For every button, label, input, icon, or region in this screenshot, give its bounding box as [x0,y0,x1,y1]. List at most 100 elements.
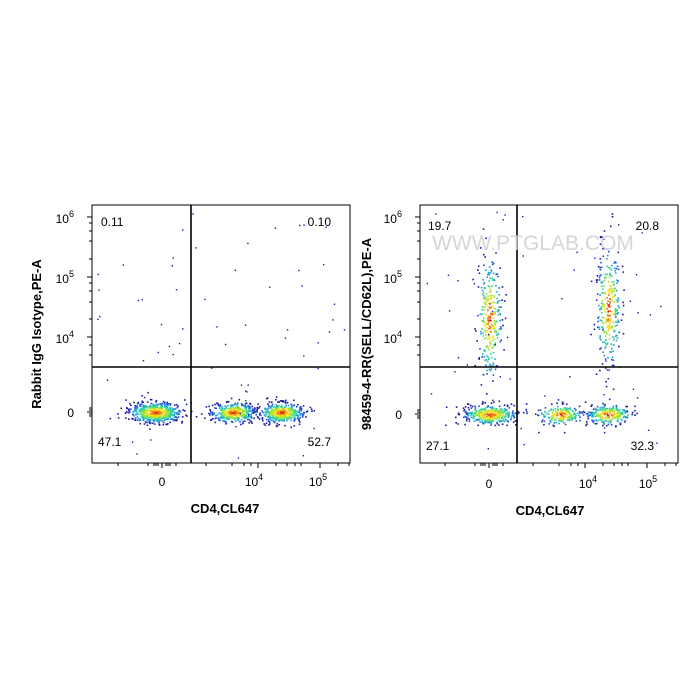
event-point [281,413,284,415]
event-point [192,213,194,215]
event-point [596,405,599,408]
event-point [262,419,264,422]
event-point [591,413,593,415]
event-point [177,405,179,408]
event-point [498,424,500,426]
event-point [292,415,294,417]
event-point [158,403,161,405]
event-point [230,416,232,419]
event-point [603,308,606,311]
event-point [500,327,502,330]
event-point [486,355,489,357]
event-point [579,412,581,415]
event-point [141,299,143,301]
event-point [291,416,293,419]
event-point [221,412,224,415]
event-point [603,305,605,308]
event-point [248,415,250,417]
event-point [266,411,269,414]
event-point [139,418,142,421]
event-point [490,365,493,367]
event-point [294,410,296,413]
event-point [609,290,612,292]
event-point [605,416,607,418]
event-point [576,412,579,415]
event-point [610,414,613,417]
event-point [572,413,575,416]
event-point [225,423,227,425]
event-point [435,213,437,215]
event-point [169,414,171,416]
event-point [218,419,220,421]
event-point [486,300,488,303]
event-point [611,364,614,367]
event-point [616,289,618,292]
event-point [136,406,139,409]
event-point [135,413,137,416]
event-point [139,409,141,411]
event-point [601,363,604,365]
event-point [615,416,618,418]
event-point [279,400,282,402]
event-point [606,417,608,419]
event-point [172,413,174,416]
event-point [273,413,276,415]
event-point [484,301,486,304]
event-point [245,390,247,392]
event-point [489,303,491,305]
event-point [141,407,144,410]
event-point [612,388,615,391]
event-point [285,408,287,411]
event-point [588,411,590,414]
event-point [501,423,504,425]
event-point [612,405,615,408]
event-point [605,292,607,294]
event-point [274,416,276,418]
event-point [616,337,619,339]
event-point [160,414,163,416]
event-point [626,405,628,408]
event-point [223,407,226,410]
event-point [571,415,573,417]
event-point [505,414,507,416]
event-point [491,313,494,316]
event-point [204,417,206,419]
event-point [142,419,144,421]
event-point [146,419,149,422]
event-point [155,401,157,403]
event-point [169,404,171,406]
event-point [491,414,494,417]
event-point [290,410,293,413]
event-point [143,408,145,410]
event-point [492,399,494,401]
event-point [498,299,501,302]
event-point [489,352,492,355]
event-point [269,421,271,423]
event-point [269,411,272,413]
event-point [596,293,599,295]
event-point [608,292,611,295]
event-point [606,248,609,250]
event-point [177,411,179,414]
event-point [284,411,287,413]
event-point [496,416,498,419]
event-point [580,411,582,414]
event-point [296,414,298,417]
event-point [142,360,145,362]
event-point [287,407,290,410]
event-point [161,402,164,405]
event-point [615,425,617,427]
event-point [500,306,502,308]
event-point [149,417,151,419]
event-point [503,300,506,302]
event-point [491,279,494,281]
event-point [488,319,490,322]
event-point [485,293,488,295]
event-point [156,413,158,416]
event-point [486,393,488,395]
event-point [571,409,573,412]
event-point [284,402,287,404]
event-point [614,294,616,296]
event-point [491,415,493,418]
event-point [272,415,275,417]
